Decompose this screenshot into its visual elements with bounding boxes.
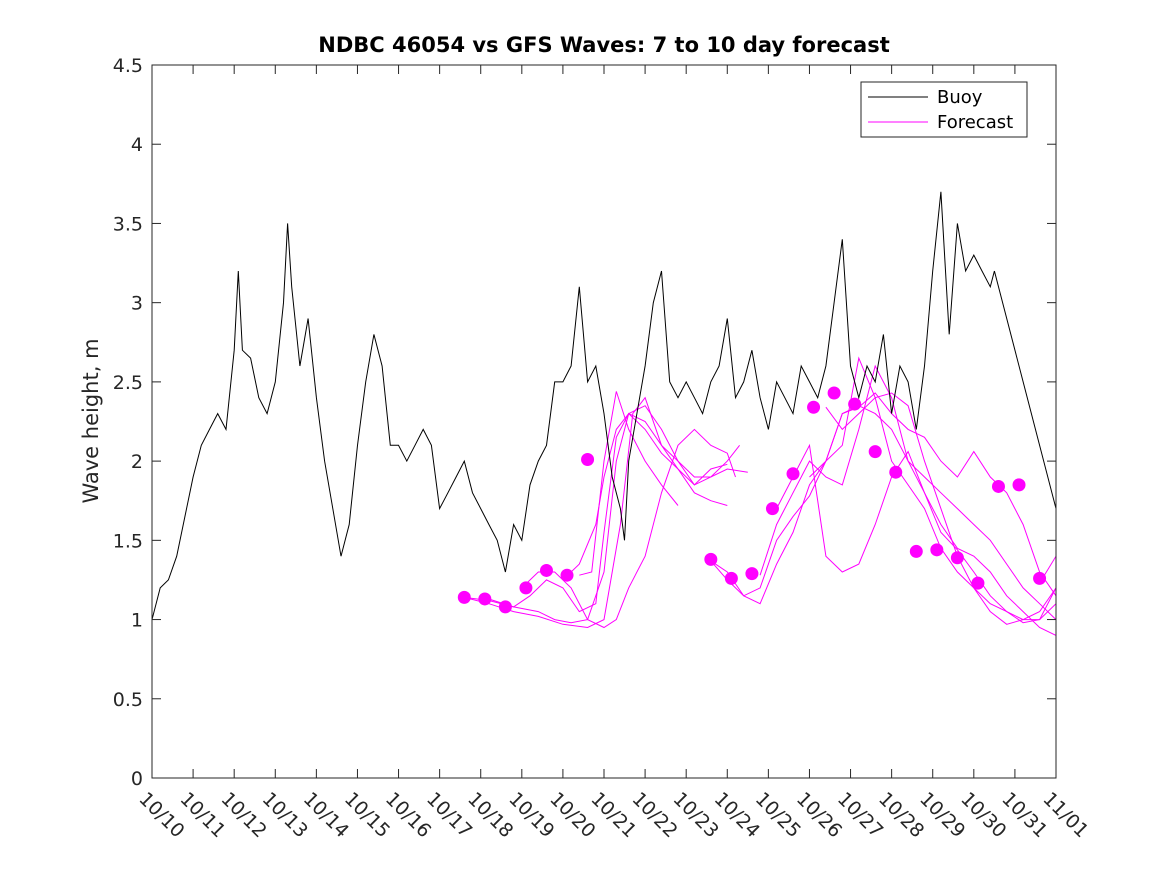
forecast-marker bbox=[765, 502, 779, 516]
forecast-run-line bbox=[809, 356, 1056, 624]
y-tick-label: 1 bbox=[131, 610, 143, 632]
forecast-marker bbox=[848, 397, 862, 411]
y-tick-label: 2.5 bbox=[113, 372, 143, 394]
forecast-run-line bbox=[521, 428, 736, 629]
y-tick-label: 0 bbox=[131, 768, 143, 790]
forecast-marker bbox=[786, 467, 800, 481]
forecast-marker bbox=[498, 600, 512, 614]
y-tick-label: 3.5 bbox=[113, 213, 143, 235]
forecast-marker bbox=[889, 465, 903, 479]
chart-title: NDBC 46054 vs GFS Waves: 7 to 10 day for… bbox=[318, 33, 889, 57]
forecast-marker bbox=[868, 445, 882, 459]
forecast-marker bbox=[704, 552, 718, 566]
forecast-run-line bbox=[776, 443, 1056, 621]
forecast-marker bbox=[519, 581, 533, 595]
forecast-marker bbox=[991, 479, 1005, 493]
series-layer bbox=[152, 191, 1056, 636]
forecast-marker bbox=[581, 453, 595, 467]
y-tick-label: 3 bbox=[131, 293, 143, 315]
forecast-run-line bbox=[825, 392, 1056, 625]
y-tick-label: 1.5 bbox=[113, 530, 143, 552]
forecast-marker bbox=[457, 590, 471, 604]
forecast-marker bbox=[1033, 571, 1047, 585]
forecast-marker bbox=[1012, 478, 1026, 492]
forecast-marker bbox=[909, 544, 923, 558]
forecast-marker bbox=[930, 543, 944, 557]
forecast-marker bbox=[745, 567, 759, 581]
legend: Buoy Forecast bbox=[860, 81, 1028, 138]
y-tick-label: 4.5 bbox=[113, 55, 143, 77]
forecast-marker bbox=[971, 576, 985, 590]
y-tick-label: 4 bbox=[131, 134, 143, 156]
forecast-run-line bbox=[759, 364, 1056, 636]
forecast-marker bbox=[827, 386, 841, 400]
forecast-run-line bbox=[464, 412, 740, 624]
forecast-marker bbox=[950, 551, 964, 565]
plot-area bbox=[152, 65, 1056, 778]
forecast-run-line bbox=[579, 391, 679, 576]
y-tick-label: 2 bbox=[131, 451, 143, 473]
forecast-marker bbox=[807, 400, 821, 414]
y-axis-label: Wave height, m bbox=[79, 338, 103, 503]
forecast-run-line bbox=[562, 412, 728, 581]
y-tick-label: 0.5 bbox=[113, 689, 143, 711]
forecast-marker bbox=[539, 563, 553, 577]
forecast-run-line bbox=[488, 405, 728, 613]
forecast-marker bbox=[560, 568, 574, 582]
buoy-line bbox=[152, 191, 995, 620]
y-axis: 0 0.5 1 1.5 2 2.5 3 3.5 4 4.5 bbox=[113, 55, 1056, 790]
forecast-marker bbox=[478, 592, 492, 606]
legend-forecast-label: Forecast bbox=[937, 112, 1013, 133]
legend-box bbox=[860, 81, 1028, 138]
legend-buoy-label: Buoy bbox=[937, 87, 983, 108]
forecast-marker bbox=[724, 571, 738, 585]
